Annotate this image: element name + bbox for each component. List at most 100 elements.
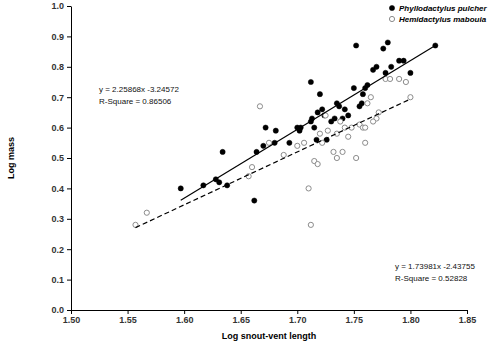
point [354,43,359,48]
point [312,125,317,130]
x-tick-mark [241,310,242,314]
point [403,79,408,84]
y-tick-mark [67,280,71,281]
chart: 1.501.551.601.651.701.751.801.850.00.10.… [0,0,500,343]
point [273,128,278,133]
x-tick-label: 1.80 [402,315,420,325]
point [338,119,343,124]
annotation: y = 1.73981x -2.43755 [395,262,475,271]
legend-label: Phyllodactylus pulcher [399,4,487,13]
y-tick-label: 0.1 [51,275,64,285]
point [252,198,257,203]
annotation: y = 2.25868x -3.24572 [99,85,179,94]
y-tick-label: 0.6 [51,123,64,133]
x-tick: 1.75 [346,310,364,325]
point [408,95,413,100]
point [308,79,313,84]
legend-marker [389,16,394,21]
point [261,143,266,148]
y-tick: 0.5 [51,153,71,163]
series-points [133,76,413,227]
x-tick-label: 1.70 [289,315,307,325]
point [178,186,183,191]
point [387,76,392,81]
point [295,143,300,148]
y-tick: 0.1 [51,275,71,285]
point [346,134,351,139]
y-axis-title: Log mass [6,137,16,179]
point [315,161,320,166]
point [325,128,330,133]
x-axis-title: Log snout-vent length [222,331,317,341]
point [306,186,311,191]
plot-area: 1.501.551.601.651.701.751.801.850.00.10.… [51,1,476,325]
y-tick: 0.6 [51,123,71,133]
x-tick-mark [467,310,468,314]
y-tick-label: 0.9 [51,32,64,42]
point [308,222,313,227]
legend-label: Hemidactylus mabouia [399,15,487,24]
x-tick-label: 1.75 [346,315,364,325]
x-tick: 1.55 [119,310,137,325]
annotation: R-Square = 0.52828 [395,274,468,283]
marks [133,40,438,228]
y-tick-mark [67,219,71,220]
point [368,95,373,100]
point [263,125,268,130]
x-tick: 1.70 [289,310,307,325]
y-tick-mark [67,249,71,250]
y-tick: 0.4 [51,184,71,194]
point [257,104,262,109]
annotation: R-Square = 0.86506 [99,97,172,106]
point [346,113,351,118]
y-tick-label: 0.7 [51,93,64,103]
point [397,76,402,81]
y-tick-label: 0.4 [51,184,64,194]
series-points [178,40,438,203]
y-tick-label: 0.0 [51,305,64,315]
y-tick-mark [67,128,71,129]
point [334,155,339,160]
point [381,46,386,51]
y-tick: 0.8 [51,62,71,72]
x-tick: 1.80 [402,310,420,325]
x-axis: 1.501.551.601.651.701.751.801.85 [63,310,477,325]
legend: Phyllodactylus pulcher Hemidactylus mabou… [389,4,487,24]
point [217,180,222,185]
x-tick-label: 1.60 [176,315,194,325]
point [317,131,322,136]
point [144,210,149,215]
point [342,107,347,112]
y-tick-label: 1.0 [51,1,64,11]
point [354,155,359,160]
y-tick-mark [67,36,71,37]
y-axis: 0.0 0.1 0.2 0.3 0.4 0.5 0.6 0.7 0.8 0.9 1.0 [51,1,71,315]
point [389,64,394,69]
x-tick-mark [297,310,298,314]
point [363,125,368,130]
x-tick-mark [128,310,129,314]
point [408,70,413,75]
x-tick-label: 1.55 [119,315,137,325]
x-tick-mark [410,310,411,314]
point [374,64,379,69]
y-tick-mark [67,97,71,98]
y-tick: 1.0 [51,1,71,11]
legend-item: Phyllodactylus pulcher [389,4,487,13]
y-tick: 0.3 [51,214,71,224]
y-axis-line [71,7,72,311]
point [266,140,271,145]
point [331,149,336,154]
point [332,116,337,121]
y-tick: 0.2 [51,245,71,255]
x-tick-label: 1.50 [63,315,81,325]
x-tick: 1.85 [459,310,477,325]
point [249,165,254,170]
point [363,140,368,145]
y-tick-mark [67,310,71,311]
y-tick-mark [67,67,71,68]
x-axis-line [72,310,468,311]
y-tick-label: 0.2 [51,245,64,255]
x-tick: 1.60 [176,310,194,325]
y-tick-label: 0.3 [51,214,64,224]
